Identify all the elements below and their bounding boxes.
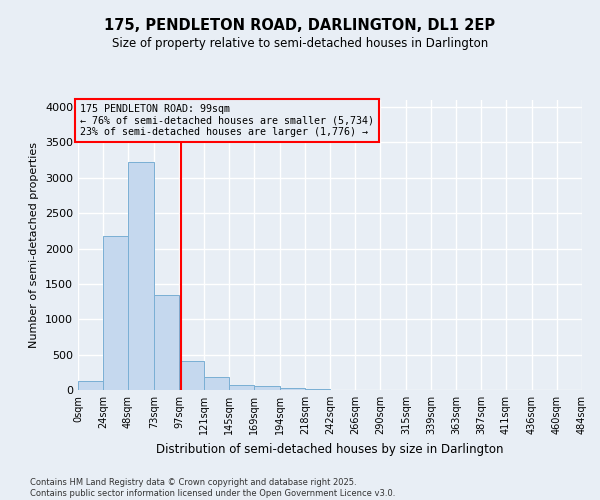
X-axis label: Distribution of semi-detached houses by size in Darlington: Distribution of semi-detached houses by …	[156, 442, 504, 456]
Y-axis label: Number of semi-detached properties: Number of semi-detached properties	[29, 142, 40, 348]
Bar	[154, 294, 179, 390]
Bar	[179, 360, 204, 390]
Text: 175, PENDLETON ROAD, DARLINGTON, DL1 2EP: 175, PENDLETON ROAD, DARLINGTON, DL1 2EP	[104, 18, 496, 32]
Bar	[254, 386, 280, 390]
Bar	[103, 236, 128, 390]
Bar	[78, 381, 103, 390]
Text: 175 PENDLETON ROAD: 99sqm
← 76% of semi-detached houses are smaller (5,734)
23% : 175 PENDLETON ROAD: 99sqm ← 76% of semi-…	[80, 104, 374, 136]
Text: Contains HM Land Registry data © Crown copyright and database right 2025.
Contai: Contains HM Land Registry data © Crown c…	[30, 478, 395, 498]
Bar	[204, 377, 229, 390]
Bar	[280, 388, 305, 390]
Bar	[229, 384, 254, 390]
Bar	[128, 162, 154, 390]
Text: Size of property relative to semi-detached houses in Darlington: Size of property relative to semi-detach…	[112, 38, 488, 51]
